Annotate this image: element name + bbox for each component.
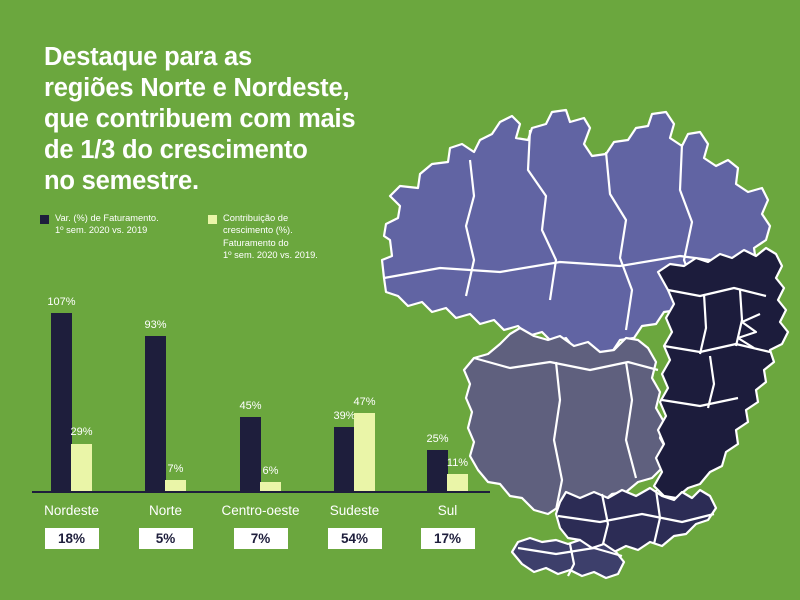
map-divider-ne-7 bbox=[736, 312, 761, 349]
bar-value-label: 7% bbox=[167, 463, 184, 476]
map-divider-norte-1 bbox=[464, 159, 476, 297]
map-divider-co-2 bbox=[552, 361, 564, 511]
brazil-regions-map bbox=[370, 100, 800, 580]
legend-item-faturamento: Var. (%) de Faturamento. 1º sem. 2020 vs… bbox=[40, 212, 208, 237]
bar-sul-series-1 bbox=[427, 450, 448, 492]
map-region-centro-oeste bbox=[462, 326, 670, 516]
chart-legend: Var. (%) de Faturamento. 1º sem. 2020 vs… bbox=[40, 212, 370, 262]
contribution-badge-nordeste: 18% bbox=[44, 528, 99, 549]
category-label-norte: Norte bbox=[148, 503, 182, 518]
map-divider-norte-3 bbox=[604, 151, 634, 331]
bar-centro-oeste-series-2 bbox=[260, 481, 281, 492]
map-divider-ne-3 bbox=[661, 396, 739, 408]
map-path-centro-oeste bbox=[462, 326, 670, 516]
bar-value-label: 29% bbox=[70, 426, 93, 439]
bar-nordeste-series-2 bbox=[71, 443, 92, 492]
bar-value-label: 39% bbox=[333, 409, 356, 422]
map-divider-sul-2 bbox=[567, 543, 576, 577]
contribution-badge-sudeste: 54% bbox=[327, 528, 382, 549]
bar-value-label: 45% bbox=[239, 399, 262, 412]
category-label-sul: Sul bbox=[437, 503, 458, 518]
legend-label-contribuicao: Contribuição de crescimento (%). Faturam… bbox=[223, 213, 318, 261]
bar-sul-series-2 bbox=[447, 473, 468, 492]
contribution-badge-centro-oeste: 7% bbox=[233, 528, 288, 549]
map-region-nordeste bbox=[652, 246, 790, 500]
bar-norte-series-2 bbox=[165, 480, 186, 492]
map-path-nordeste bbox=[652, 246, 790, 500]
map-divider-sul-1 bbox=[517, 546, 623, 558]
contribution-badge-norte: 5% bbox=[138, 528, 193, 549]
bar-value-label: 107% bbox=[47, 296, 76, 308]
category-label-sudeste: Sudeste bbox=[329, 503, 380, 518]
map-divider-ne-4 bbox=[698, 293, 708, 355]
page-title: Destaque para as regiões Norte e Nordest… bbox=[44, 43, 356, 195]
map-divider-co-3 bbox=[624, 361, 638, 479]
map-divider-norte-2 bbox=[526, 129, 558, 301]
bar-nordeste-series-1 bbox=[51, 313, 72, 492]
bar-chart: 107% 29% 93% 7% 45% 6% 39% 47% 25% 11% Nordeste 18… bbox=[32, 296, 490, 549]
legend-swatch-contribuicao bbox=[208, 215, 217, 224]
bar-value-label: 93% bbox=[144, 319, 167, 332]
map-divider-ne-6 bbox=[706, 355, 716, 409]
bar-norte-series-1 bbox=[145, 336, 166, 492]
category-label-centro-oeste: Centro-oeste bbox=[221, 503, 300, 518]
map-region-sul bbox=[510, 536, 626, 580]
bar-value-label: 25% bbox=[426, 433, 449, 446]
category-label-nordeste: Nordeste bbox=[44, 503, 99, 518]
map-divider-ne-1 bbox=[667, 286, 767, 298]
legend-item-contribuicao: Contribuição de crescimento (%). Faturam… bbox=[208, 212, 318, 262]
map-divider-norte-5 bbox=[383, 254, 741, 280]
map-divider-se-1 bbox=[600, 493, 610, 549]
bar-centro-oeste-series-1 bbox=[240, 416, 261, 492]
legend-label-faturamento: Var. (%) de Faturamento. 1º sem. 2020 vs… bbox=[55, 213, 159, 236]
bar-value-label: 11% bbox=[446, 456, 469, 469]
legend-swatch-faturamento bbox=[40, 215, 49, 224]
bar-value-label: 47% bbox=[353, 396, 376, 409]
bar-sudeste-series-2 bbox=[354, 413, 375, 492]
chart-baseline-axis bbox=[32, 491, 490, 493]
bar-sudeste-series-1 bbox=[334, 426, 355, 492]
contribution-badge-sul: 17% bbox=[420, 528, 475, 549]
bar-value-label: 6% bbox=[262, 464, 279, 477]
map-divider-co-1 bbox=[473, 356, 659, 372]
map-divider-se-3 bbox=[557, 512, 715, 524]
